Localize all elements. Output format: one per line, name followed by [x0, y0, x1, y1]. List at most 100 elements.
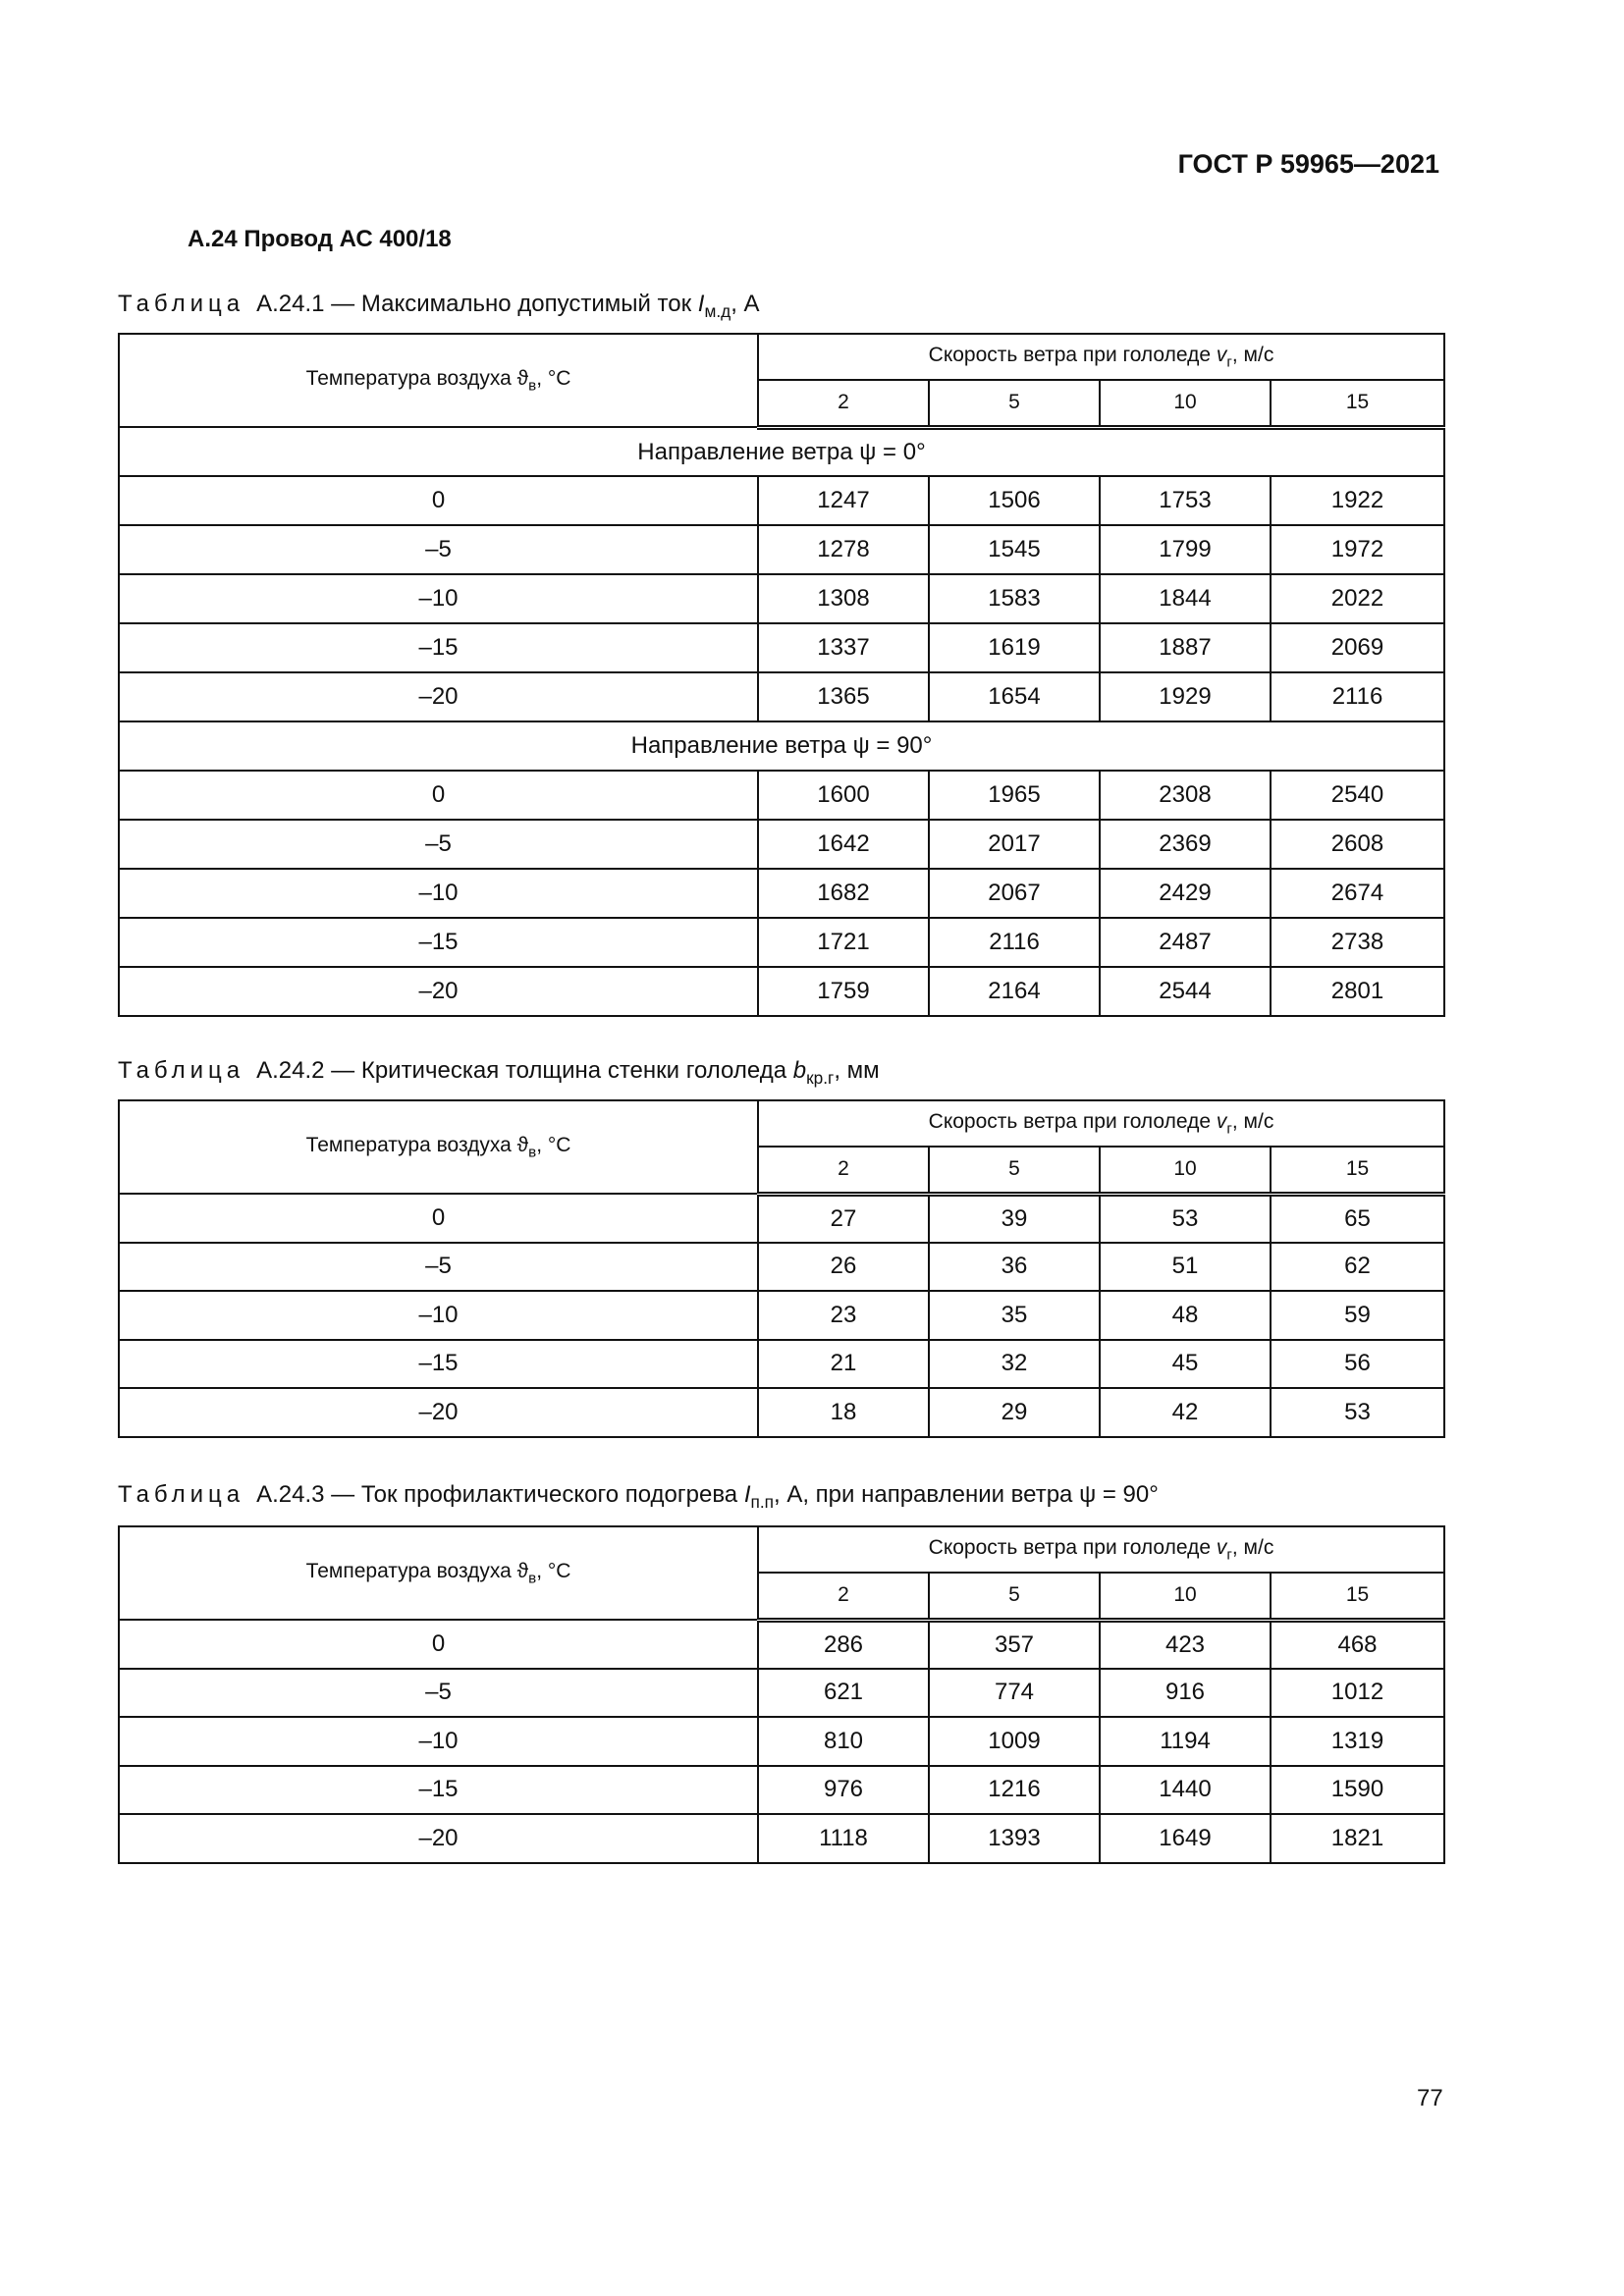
value-cell: 1759: [757, 966, 930, 1017]
value-cell: 26: [757, 1241, 930, 1292]
header-row: Температура воздуха ϑв, °С Скорость ветра…: [118, 1099, 1445, 1195]
temperature-cell: –15: [118, 1764, 759, 1815]
value-cell: 42: [1099, 1387, 1272, 1438]
value-cell: 59: [1270, 1290, 1445, 1341]
value-cell: 810: [757, 1716, 930, 1767]
table-caption: Таблица А.24.3 — Ток профилактического по…: [118, 1481, 1159, 1513]
speed-header: 2: [757, 1146, 930, 1197]
temperature-cell: –5: [118, 524, 759, 575]
value-cell: 1654: [928, 671, 1101, 722]
value-cell: 27: [757, 1193, 930, 1244]
value-cell: 2738: [1270, 917, 1445, 968]
caption-prefix: Таблица: [118, 1057, 245, 1084]
value-cell: 2608: [1270, 819, 1445, 870]
table-row: –10 1308 1583 1844 2022: [118, 573, 1445, 624]
caption-subscript: п.п: [750, 1492, 775, 1513]
table-caption: Таблица А.24.1 — Максимально допустимый т…: [118, 291, 760, 322]
value-cell: 1642: [757, 819, 930, 870]
value-cell: 56: [1270, 1338, 1445, 1389]
table-row: –5 1278 1545 1799 1972: [118, 524, 1445, 575]
value-cell: 1721: [757, 917, 930, 968]
value-cell: 1545: [928, 524, 1101, 575]
value-cell: 39: [928, 1193, 1101, 1244]
caption-symbol: I: [743, 1481, 751, 1508]
value-cell: 1308: [757, 573, 930, 624]
caption-prefix: Таблица: [118, 291, 245, 317]
value-cell: 18: [757, 1387, 930, 1438]
temperature-cell: –10: [118, 573, 759, 624]
temperature-header: Температура воздуха ϑв, °С: [118, 333, 759, 428]
caption-symbol: I: [697, 291, 705, 317]
value-cell: 62: [1270, 1241, 1445, 1292]
value-cell: 1012: [1270, 1667, 1445, 1718]
section-title: А.24 Провод АС 400/18: [188, 226, 452, 252]
group-label: Направление ветра ψ = 0°: [118, 426, 1445, 477]
table-row: –10 1682 2067 2429 2674: [118, 868, 1445, 919]
value-cell: 1247: [757, 475, 930, 526]
value-cell: 1118: [757, 1813, 930, 1864]
header-row: Температура воздуха ϑв, °С Скорость ветра…: [118, 333, 1445, 428]
value-cell: 32: [928, 1338, 1101, 1389]
value-cell: 1887: [1099, 622, 1272, 673]
caption-suffix: , А, при направлении ветра ψ = 90°: [774, 1481, 1159, 1508]
value-cell: 21: [757, 1338, 930, 1389]
header-row: Температура воздуха ϑв, °С Скорость ветра…: [118, 1525, 1445, 1621]
temperature-cell: –20: [118, 1813, 759, 1864]
value-cell: 53: [1270, 1387, 1445, 1438]
temperature-header: Температура воздуха ϑв, °С: [118, 1525, 759, 1621]
temperature-header: Температура воздуха ϑв, °С: [118, 1099, 759, 1195]
value-cell: 1393: [928, 1813, 1101, 1864]
value-cell: 1929: [1099, 671, 1272, 722]
value-cell: 468: [1270, 1619, 1445, 1670]
value-cell: 29: [928, 1387, 1101, 1438]
value-cell: 2069: [1270, 622, 1445, 673]
speed-header: 15: [1270, 379, 1445, 430]
value-cell: 1337: [757, 622, 930, 673]
speed-header: 2: [757, 1572, 930, 1623]
value-cell: 65: [1270, 1193, 1445, 1244]
speed-header-row: 2 5 10 15: [119, 1146, 1445, 1197]
value-cell: 2544: [1099, 966, 1272, 1017]
caption-suffix: , А: [731, 291, 760, 317]
value-cell: 1682: [757, 868, 930, 919]
temperature-cell: 0: [118, 770, 759, 821]
value-cell: 1365: [757, 671, 930, 722]
speed-header: 2: [757, 379, 930, 430]
table-row: –5 1642 2017 2369 2608: [118, 819, 1445, 870]
speed-header: 5: [928, 1572, 1101, 1623]
value-cell: 1194: [1099, 1716, 1272, 1767]
value-cell: 621: [757, 1667, 930, 1718]
value-cell: 2801: [1270, 966, 1445, 1017]
value-cell: 2674: [1270, 868, 1445, 919]
value-cell: 53: [1099, 1193, 1272, 1244]
table-row: –20 1759 2164 2544 2801: [118, 966, 1445, 1017]
value-cell: 23: [757, 1290, 930, 1341]
speed-header: 5: [928, 1146, 1101, 1197]
speed-header-row: 2 5 10 15: [119, 1572, 1445, 1623]
document-id: ГОСТ Р 59965—2021: [1177, 149, 1439, 179]
value-cell: 357: [928, 1619, 1101, 1670]
table-row: –5 621 774 916 1012: [118, 1667, 1445, 1718]
temperature-cell: –10: [118, 1716, 759, 1767]
temperature-cell: –5: [118, 1241, 759, 1292]
value-cell: 1972: [1270, 524, 1445, 575]
table-row: –20 1118 1393 1649 1821: [118, 1813, 1445, 1864]
value-cell: 35: [928, 1290, 1101, 1341]
temperature-cell: –10: [118, 868, 759, 919]
value-cell: 1009: [928, 1716, 1101, 1767]
value-cell: 423: [1099, 1619, 1272, 1670]
value-cell: 1216: [928, 1764, 1101, 1815]
table-row: 0 286 357 423 468: [118, 1619, 1445, 1670]
speed-header: 10: [1099, 379, 1272, 430]
value-cell: 1922: [1270, 475, 1445, 526]
temperature-cell: –15: [118, 622, 759, 673]
group-row: Направление ветра ψ = 0°: [118, 426, 1445, 477]
wind-speed-header: Скорость ветра при гололеде vг, м/с: [757, 1525, 1445, 1574]
group-row: Направление ветра ψ = 90°: [118, 721, 1445, 772]
wind-speed-header: Скорость ветра при гололеде vг, м/с: [757, 333, 1445, 381]
value-cell: 1649: [1099, 1813, 1272, 1864]
table-row: –20 18 29 42 53: [118, 1387, 1445, 1438]
caption-subscript: м.д: [704, 301, 731, 322]
table-row: 0 1600 1965 2308 2540: [118, 770, 1445, 821]
value-cell: 48: [1099, 1290, 1272, 1341]
